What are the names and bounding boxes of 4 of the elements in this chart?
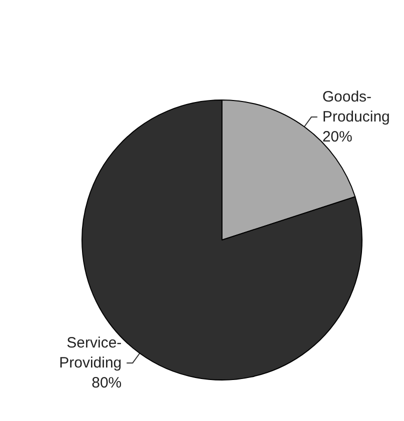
slice-label: Goods-Producing — [322, 88, 390, 126]
data-label: 20% — [322, 128, 352, 146]
data-label: 80% — [92, 374, 122, 392]
slice-label: Service-Providing — [59, 334, 122, 372]
